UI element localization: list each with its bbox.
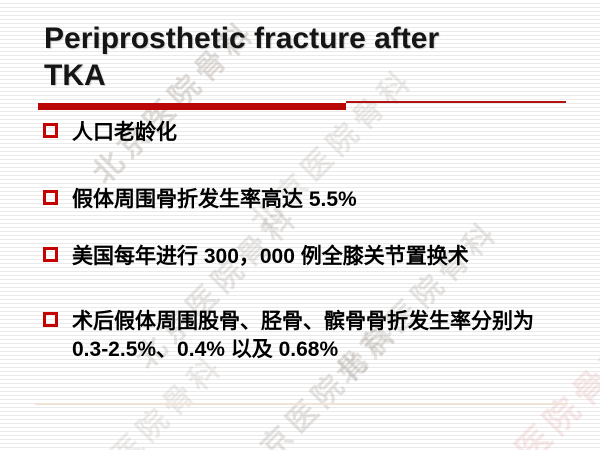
bullet-square-icon [43, 247, 58, 262]
bullet-item: 美国每年进行 300，000 例全膝关节置换术 [0, 243, 564, 271]
bullet-square-icon [43, 190, 58, 205]
bullet-text: 美国每年进行 300，000 例全膝关节置换术 [72, 245, 469, 268]
bullet-square-icon [43, 312, 58, 327]
bullet-item: 假体周围骨折发生率高达 5.5% [0, 186, 564, 214]
title-divider [0, 101, 600, 111]
bullet-text: 人口老龄化 [72, 121, 177, 144]
bullet-text: 术后假体周围股骨、胫骨、髌骨骨折发生率分别为 0.3-2.5%、0.4% 以及 … [72, 310, 534, 361]
bullet-item: 术后假体周围股骨、胫骨、髌骨骨折发生率分别为 0.3-2.5%、0.4% 以及 … [0, 308, 564, 364]
bullet-square-icon [43, 123, 58, 138]
bullet-item: 人口老龄化 [0, 119, 564, 147]
divider-thin-line [346, 101, 566, 103]
footer-line [35, 403, 565, 405]
divider-thick-bar [38, 103, 346, 110]
slide-title: Periprosthetic fracture after TKA [44, 22, 440, 92]
bullet-text: 假体周围骨折发生率高达 5.5% [72, 188, 357, 211]
